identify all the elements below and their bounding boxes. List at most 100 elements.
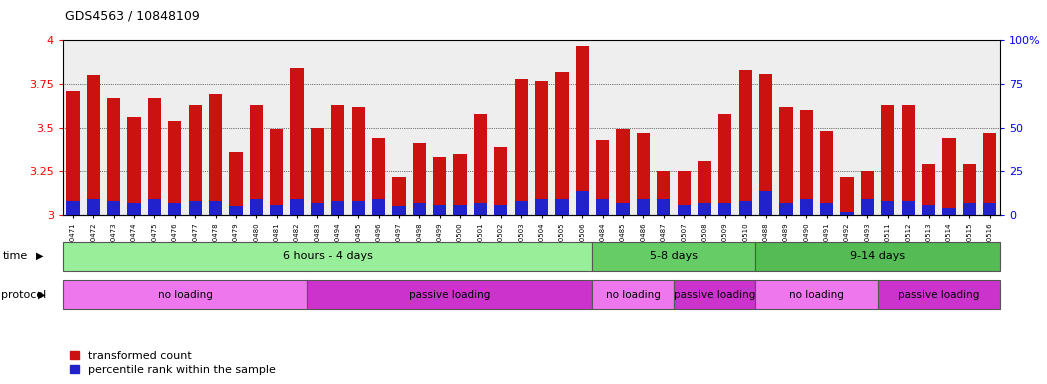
- Bar: [779, 107, 793, 215]
- Text: no loading: no loading: [606, 290, 661, 300]
- Bar: [555, 199, 569, 215]
- Bar: [148, 199, 161, 215]
- Bar: [290, 199, 304, 215]
- Bar: [413, 203, 426, 215]
- Bar: [637, 133, 650, 215]
- Bar: [331, 105, 344, 215]
- Bar: [596, 199, 609, 215]
- Bar: [841, 177, 853, 215]
- Text: ▶: ▶: [36, 251, 43, 261]
- Bar: [882, 201, 894, 215]
- Bar: [800, 199, 812, 215]
- Bar: [250, 105, 263, 215]
- Bar: [66, 201, 80, 215]
- Bar: [107, 98, 120, 215]
- Bar: [453, 205, 467, 215]
- Bar: [169, 121, 181, 215]
- Bar: [270, 205, 284, 215]
- Bar: [433, 157, 446, 215]
- Bar: [942, 208, 956, 215]
- Bar: [433, 205, 446, 215]
- Bar: [290, 68, 304, 215]
- Bar: [87, 199, 101, 215]
- Bar: [637, 199, 650, 215]
- Bar: [738, 201, 752, 215]
- Bar: [494, 147, 508, 215]
- Bar: [514, 201, 528, 215]
- Bar: [922, 205, 935, 215]
- Bar: [413, 143, 426, 215]
- Text: passive loading: passive loading: [409, 290, 491, 300]
- Bar: [372, 138, 385, 215]
- Bar: [861, 199, 874, 215]
- Bar: [188, 201, 202, 215]
- Bar: [617, 203, 629, 215]
- Bar: [922, 164, 935, 215]
- Bar: [128, 203, 140, 215]
- Text: ▶: ▶: [38, 290, 45, 300]
- Bar: [962, 203, 976, 215]
- Text: no loading: no loading: [158, 290, 213, 300]
- Bar: [756, 280, 877, 309]
- Bar: [209, 94, 222, 215]
- Bar: [535, 199, 549, 215]
- Bar: [229, 152, 243, 215]
- Bar: [698, 203, 711, 215]
- Bar: [593, 280, 674, 309]
- Bar: [555, 72, 569, 215]
- Bar: [576, 190, 588, 215]
- Bar: [63, 242, 593, 271]
- Bar: [698, 161, 711, 215]
- Bar: [800, 110, 812, 215]
- Bar: [820, 131, 833, 215]
- Bar: [841, 212, 853, 215]
- Text: passive loading: passive loading: [898, 290, 979, 300]
- Bar: [250, 199, 263, 215]
- Bar: [331, 201, 344, 215]
- Bar: [617, 129, 629, 215]
- Bar: [393, 206, 405, 215]
- Bar: [311, 203, 325, 215]
- Bar: [514, 79, 528, 215]
- Bar: [188, 105, 202, 215]
- Text: passive loading: passive loading: [674, 290, 755, 300]
- Bar: [901, 201, 915, 215]
- Bar: [87, 75, 101, 215]
- Bar: [107, 201, 120, 215]
- Bar: [229, 206, 243, 215]
- Bar: [593, 242, 756, 271]
- Bar: [352, 107, 364, 215]
- Bar: [962, 164, 976, 215]
- Text: 5-8 days: 5-8 days: [650, 251, 698, 262]
- Text: no loading: no loading: [789, 290, 844, 300]
- Bar: [942, 138, 956, 215]
- Bar: [674, 280, 756, 309]
- Bar: [877, 280, 1000, 309]
- Bar: [494, 205, 508, 215]
- Bar: [983, 203, 997, 215]
- Bar: [756, 242, 1000, 271]
- Bar: [535, 81, 549, 215]
- Bar: [453, 154, 467, 215]
- Bar: [393, 177, 405, 215]
- Legend: transformed count, percentile rank within the sample: transformed count, percentile rank withi…: [70, 351, 276, 375]
- Bar: [658, 199, 670, 215]
- Bar: [677, 205, 691, 215]
- Bar: [307, 280, 593, 309]
- Bar: [677, 171, 691, 215]
- Bar: [718, 203, 732, 215]
- Bar: [901, 105, 915, 215]
- Bar: [148, 98, 161, 215]
- Bar: [658, 171, 670, 215]
- Bar: [270, 129, 284, 215]
- Text: GDS4563 / 10848109: GDS4563 / 10848109: [65, 10, 200, 23]
- Bar: [372, 199, 385, 215]
- Text: protocol: protocol: [1, 290, 46, 300]
- Bar: [474, 114, 487, 215]
- Bar: [882, 105, 894, 215]
- Bar: [718, 114, 732, 215]
- Bar: [352, 201, 364, 215]
- Bar: [738, 70, 752, 215]
- Bar: [474, 203, 487, 215]
- Bar: [311, 127, 325, 215]
